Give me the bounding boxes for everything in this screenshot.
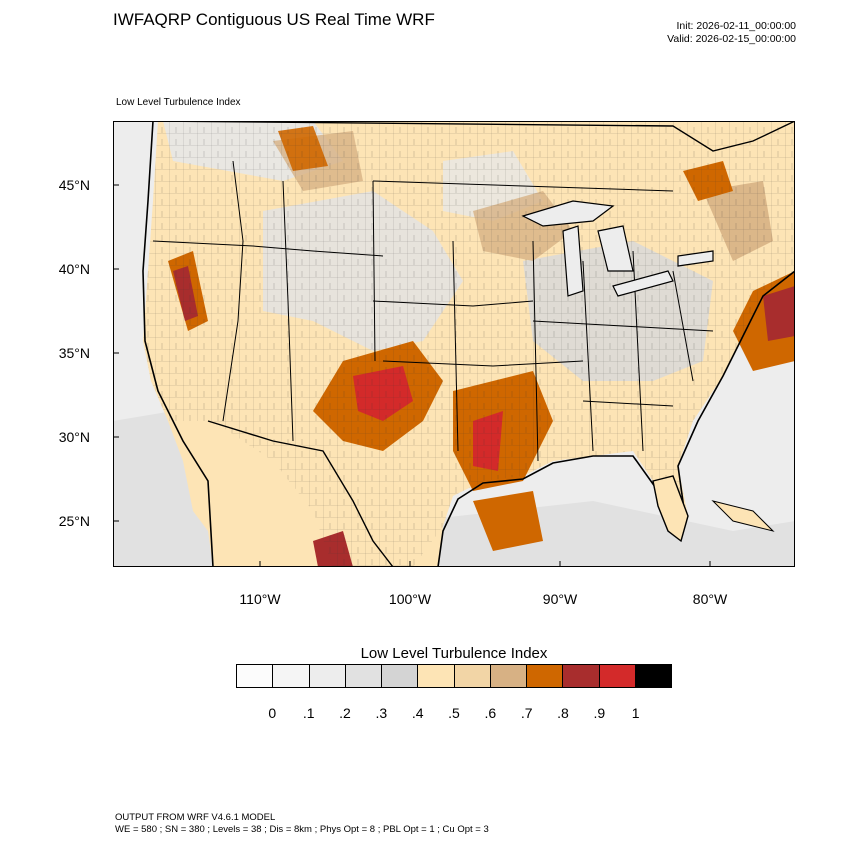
colorbar-tick-label: .5 bbox=[448, 705, 460, 721]
colorbar-tick-label: 0 bbox=[268, 705, 277, 721]
colorbar-swatch bbox=[237, 665, 274, 687]
lat-label-35: 35°N bbox=[58, 345, 90, 361]
colorbar-swatch bbox=[490, 665, 527, 687]
colorbar-tick-label: 1 bbox=[631, 705, 640, 721]
lake-superior bbox=[521, 200, 615, 227]
lon-label-80: 80°W bbox=[692, 591, 728, 607]
lake-ontario bbox=[677, 250, 714, 267]
bahamas bbox=[711, 500, 775, 532]
gulf-orange-zone bbox=[473, 491, 543, 551]
pacific-coastline bbox=[142, 121, 214, 567]
lon-label-100: 100°W bbox=[388, 591, 432, 607]
colorbar-tick-label: .1 bbox=[302, 705, 315, 721]
mexico-border bbox=[207, 420, 394, 567]
colorbar-swatch bbox=[635, 665, 671, 687]
valid-time: Valid: 2026-02-15_00:00:00 bbox=[667, 33, 796, 45]
lat-label-25: 25°N bbox=[58, 513, 90, 529]
lake-michigan bbox=[562, 225, 584, 297]
colorbar-swatch bbox=[345, 665, 382, 687]
map-frame bbox=[113, 121, 795, 567]
turbulence-map bbox=[113, 121, 795, 567]
colorbar-tick-label: .8 bbox=[557, 705, 569, 721]
lake-huron bbox=[597, 225, 634, 272]
colorbar-swatch bbox=[309, 665, 346, 687]
colorbar-swatch bbox=[563, 665, 600, 687]
footer-model-line: OUTPUT FROM WRF V4.6.1 MODEL bbox=[115, 812, 276, 823]
page-title: IWFAQRP Contiguous US Real Time WRF bbox=[113, 10, 435, 29]
lat-label-45: 45°N bbox=[58, 177, 90, 193]
colorbar-tick-label: .7 bbox=[520, 705, 533, 721]
map-subtitle: Low Level Turbulence Index bbox=[116, 97, 241, 108]
colorbar-swatch bbox=[454, 665, 491, 687]
state-boundaries bbox=[152, 160, 714, 462]
colorbar-swatch bbox=[418, 665, 455, 687]
init-time: Init: 2026-02-11_00:00:00 bbox=[676, 20, 796, 32]
colorbar-tick-label: .2 bbox=[339, 705, 351, 721]
colorbar-tick-label: .4 bbox=[411, 705, 424, 721]
colorbar bbox=[236, 664, 672, 688]
colorbar-tick-label: .6 bbox=[484, 705, 497, 721]
florida bbox=[652, 475, 689, 543]
colorbar-swatch bbox=[599, 665, 636, 687]
lon-label-110: 110°W bbox=[239, 591, 281, 607]
colorbar-tick-label: .3 bbox=[375, 705, 388, 721]
canada-border bbox=[152, 121, 795, 152]
lat-label-40: 40°N bbox=[58, 261, 90, 277]
lat-label-30: 30°N bbox=[58, 429, 90, 445]
colorbar-title: Low Level Turbulence Index bbox=[360, 645, 548, 662]
county-boundaries bbox=[143, 121, 795, 567]
atlantic-red-zone bbox=[763, 286, 795, 341]
lake-erie bbox=[612, 270, 674, 297]
colorbar-swatch bbox=[382, 665, 419, 687]
colorbar-swatch bbox=[273, 665, 310, 687]
colorbar-swatch bbox=[527, 665, 564, 687]
footer-config-line: WE = 580 ; SN = 380 ; Levels = 38 ; Dis … bbox=[115, 824, 489, 835]
lon-label-90: 90°W bbox=[542, 591, 578, 607]
colorbar-tick-label: .9 bbox=[593, 705, 606, 721]
